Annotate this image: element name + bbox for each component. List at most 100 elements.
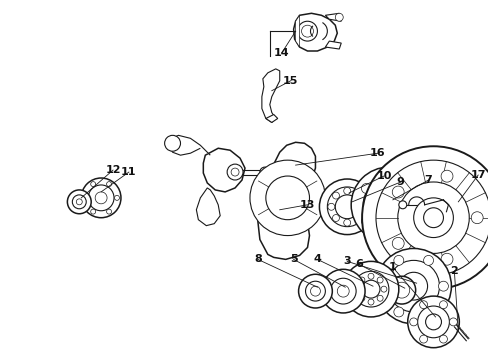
Circle shape [388, 276, 416, 304]
Polygon shape [325, 13, 341, 21]
Circle shape [115, 195, 120, 201]
Text: 4: 4 [314, 255, 321, 264]
Circle shape [376, 160, 490, 275]
Circle shape [471, 212, 483, 224]
Circle shape [165, 135, 180, 151]
Circle shape [301, 25, 314, 37]
Circle shape [440, 335, 447, 343]
Circle shape [343, 261, 399, 317]
Circle shape [419, 301, 428, 309]
Circle shape [408, 296, 459, 348]
Circle shape [328, 203, 335, 210]
Circle shape [91, 182, 96, 186]
Circle shape [394, 307, 404, 317]
Circle shape [327, 187, 367, 227]
Text: 15: 15 [283, 76, 298, 86]
Circle shape [333, 192, 340, 199]
Circle shape [449, 318, 457, 326]
Circle shape [76, 199, 82, 205]
Polygon shape [266, 114, 278, 122]
Circle shape [381, 286, 387, 292]
Circle shape [376, 248, 451, 324]
Circle shape [355, 192, 362, 199]
Circle shape [343, 188, 351, 194]
Circle shape [107, 209, 112, 214]
Circle shape [400, 272, 428, 300]
Circle shape [297, 21, 318, 41]
Circle shape [335, 13, 343, 21]
Circle shape [355, 215, 362, 221]
Circle shape [412, 200, 421, 210]
Circle shape [368, 273, 374, 279]
Text: 12: 12 [105, 165, 121, 175]
Circle shape [260, 167, 270, 177]
Circle shape [359, 277, 365, 283]
Circle shape [424, 256, 434, 265]
Circle shape [335, 195, 359, 219]
Text: 7: 7 [425, 175, 433, 185]
Text: 16: 16 [370, 148, 386, 158]
Circle shape [392, 237, 404, 249]
Circle shape [353, 271, 389, 307]
Circle shape [330, 278, 356, 304]
Circle shape [311, 286, 320, 296]
Circle shape [319, 179, 375, 235]
Polygon shape [169, 135, 210, 155]
Polygon shape [203, 148, 245, 192]
Polygon shape [295, 15, 299, 47]
Text: 8: 8 [254, 255, 262, 264]
Text: 14: 14 [274, 48, 290, 58]
Circle shape [424, 208, 443, 228]
Circle shape [321, 269, 365, 313]
Circle shape [388, 260, 440, 312]
Circle shape [441, 170, 453, 182]
Circle shape [368, 299, 374, 305]
Polygon shape [294, 13, 337, 51]
Circle shape [88, 185, 114, 211]
Circle shape [360, 203, 367, 210]
Text: 3: 3 [343, 256, 351, 266]
Polygon shape [196, 188, 220, 226]
Circle shape [410, 318, 417, 326]
Circle shape [392, 226, 402, 236]
Circle shape [359, 295, 365, 301]
Text: 9: 9 [397, 177, 405, 187]
Circle shape [266, 176, 310, 220]
Circle shape [399, 201, 407, 209]
Circle shape [73, 195, 86, 209]
Circle shape [362, 184, 371, 193]
Circle shape [343, 219, 351, 226]
Circle shape [351, 167, 427, 243]
Circle shape [414, 198, 453, 238]
Circle shape [298, 274, 332, 308]
Circle shape [355, 286, 361, 292]
Circle shape [306, 281, 325, 301]
Polygon shape [262, 69, 280, 122]
Circle shape [83, 195, 88, 201]
Circle shape [250, 160, 325, 235]
Circle shape [440, 301, 447, 309]
Circle shape [394, 282, 410, 298]
Circle shape [68, 190, 91, 214]
Circle shape [337, 285, 349, 297]
Circle shape [379, 281, 389, 291]
Circle shape [417, 306, 449, 338]
Circle shape [227, 164, 243, 180]
Text: 11: 11 [121, 167, 137, 177]
Circle shape [375, 191, 403, 219]
Circle shape [392, 174, 402, 183]
Text: 10: 10 [376, 171, 392, 181]
Text: 17: 17 [470, 170, 486, 180]
Circle shape [333, 215, 340, 221]
Circle shape [363, 179, 415, 231]
Text: 6: 6 [355, 259, 363, 269]
Circle shape [377, 277, 383, 283]
Text: 2: 2 [450, 266, 458, 276]
Circle shape [439, 281, 448, 291]
Circle shape [231, 168, 239, 176]
Circle shape [81, 178, 121, 218]
Circle shape [424, 307, 434, 317]
Circle shape [107, 182, 112, 186]
Polygon shape [258, 142, 316, 260]
Text: 5: 5 [290, 255, 297, 264]
